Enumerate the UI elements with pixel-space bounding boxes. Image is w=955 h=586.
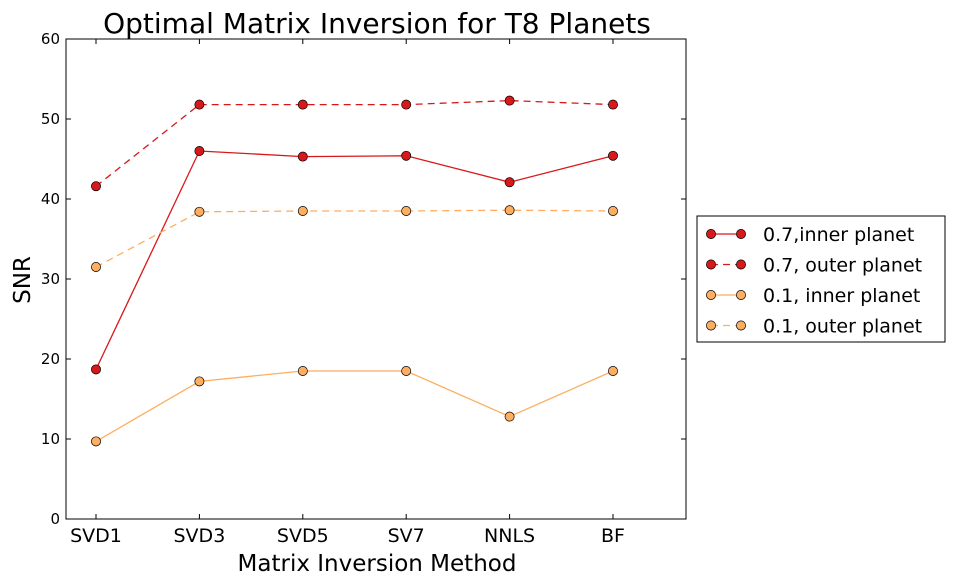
legend-marker xyxy=(706,320,716,331)
y-axis-label: SNR xyxy=(10,256,36,304)
data-point xyxy=(401,366,412,376)
data-point xyxy=(608,99,618,110)
data-point xyxy=(194,99,205,110)
x-axis-label: Matrix Inversion Method xyxy=(238,551,517,577)
data-point xyxy=(194,206,205,217)
legend-marker xyxy=(706,229,716,239)
data-point xyxy=(91,364,101,375)
legend-marker xyxy=(706,290,716,300)
legend-marker xyxy=(736,229,746,239)
series-line xyxy=(95,370,614,442)
series-line xyxy=(95,150,614,370)
data-point xyxy=(194,376,205,387)
data-point xyxy=(91,181,101,192)
legend-label: 0.7, outer planet xyxy=(763,255,922,277)
legend-label: 0.1, inner planet xyxy=(763,285,920,307)
legend-entry: 0.1, outer planet xyxy=(706,316,922,338)
legend-marker xyxy=(736,259,746,270)
data-point xyxy=(401,150,412,161)
x-tick-label: BF xyxy=(601,525,625,547)
legend-marker xyxy=(736,290,746,300)
data-point xyxy=(608,150,618,161)
legend-entry: 0.1, inner planet xyxy=(706,285,920,307)
data-point xyxy=(91,262,101,272)
x-tick-label: SVD3 xyxy=(174,525,226,547)
data-point xyxy=(504,205,515,216)
y-tick-label: 10 xyxy=(41,430,60,448)
data-point xyxy=(297,366,308,376)
y-tick-label: 20 xyxy=(41,350,60,368)
data-point xyxy=(401,99,412,110)
data-point xyxy=(608,206,618,216)
y-tick-label: 0 xyxy=(50,510,60,528)
data-point xyxy=(297,99,308,110)
data-point xyxy=(504,95,515,106)
data-point xyxy=(194,146,205,156)
y-tick-label: 40 xyxy=(41,190,60,208)
data-point xyxy=(91,436,101,447)
x-tick-label: SV7 xyxy=(388,525,425,547)
legend-marker xyxy=(736,320,746,331)
x-tick-label: SVD5 xyxy=(277,525,329,547)
series-0 xyxy=(91,146,618,375)
chart-title: Optimal Matrix Inversion for T8 Planets xyxy=(103,7,651,40)
legend-entry: 0.7,inner planet xyxy=(706,224,914,246)
data-point xyxy=(297,151,308,162)
y-tick-label: 50 xyxy=(41,110,60,128)
series-1 xyxy=(91,95,618,192)
series-2 xyxy=(91,366,618,447)
series-line xyxy=(95,209,614,268)
legend-marker xyxy=(706,259,716,270)
legend-label: 0.1, outer planet xyxy=(763,316,922,338)
series-3 xyxy=(91,205,618,272)
series-line xyxy=(95,99,614,187)
x-tick-label: SVD1 xyxy=(70,525,122,547)
data-point xyxy=(504,411,515,422)
plot-area: 0 10 20 30 40 50 60 SVD1 SVD3 SVD5 SV7 NNLS BF xyxy=(41,30,687,547)
data-point xyxy=(504,177,515,188)
x-tick-label: NNLS xyxy=(484,525,535,547)
plot-frame xyxy=(65,38,687,520)
legend-label: 0.7,inner planet xyxy=(763,224,914,246)
data-point xyxy=(401,206,412,216)
data-point xyxy=(297,206,308,216)
data-point xyxy=(608,366,618,376)
y-tick-label: 60 xyxy=(41,30,60,48)
legend-entry: 0.7, outer planet xyxy=(706,255,922,277)
legend: 0.7,inner planet 0.7, outer planet 0.1, in… xyxy=(696,215,946,343)
y-tick-label: 30 xyxy=(41,270,60,288)
